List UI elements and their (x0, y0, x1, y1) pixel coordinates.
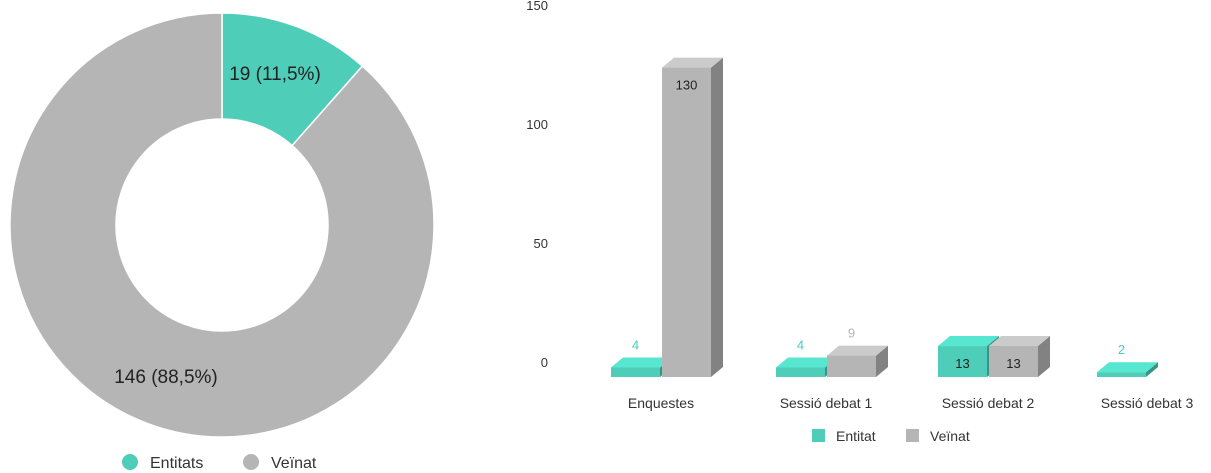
bar-top (662, 57, 723, 68)
bar-top (1097, 362, 1158, 373)
y-tick-label: 100 (526, 117, 548, 132)
bar-value-label: 2 (1118, 342, 1125, 357)
bar-top (611, 357, 672, 368)
bar-side (876, 345, 888, 377)
bar-side (1146, 362, 1158, 377)
bar-top (776, 357, 837, 368)
x-tick-label: Sessió debat 3 (1101, 395, 1194, 411)
bar-value-label: 130 (676, 78, 698, 93)
bar-top (989, 336, 1050, 347)
legend-label: Entitats (150, 455, 203, 472)
bar-top (827, 345, 888, 356)
bar-chart-3d: 0 50 100 150 4 130 Enquestes 4 9 Sessió debat 1 13… (526, 0, 1193, 411)
bar-veïnat (662, 67, 711, 377)
donut-slice-label: 146 (88,5%) (114, 367, 218, 388)
y-tick-label: 150 (526, 0, 548, 13)
bar-side (1038, 336, 1050, 377)
bar-legend: Entitat Veïnat (812, 428, 970, 444)
legend-swatch-veïnat (906, 429, 919, 442)
x-tick-label: Sessió debat 2 (942, 395, 1035, 411)
bar-top (938, 336, 999, 347)
donut-chart: 19 (11,5%) 146 (88,5%) (9, 12, 435, 438)
bar-entitat (611, 367, 660, 377)
legend-swatch-veïnat (243, 454, 259, 470)
bar-value-label: 4 (632, 337, 639, 352)
bar-veïnat (989, 346, 1038, 377)
bar-side (711, 57, 723, 377)
legend-label: Entitat (836, 428, 876, 444)
legend-label: Veïnat (271, 455, 317, 472)
legend-swatch-entitats (122, 454, 138, 470)
bar-entitat (1097, 372, 1146, 377)
x-tick-label: Sessió debat 1 (780, 395, 873, 411)
bar-value-label: 13 (1006, 356, 1020, 371)
bar-entitat (938, 346, 987, 377)
y-tick-label: 0 (541, 355, 548, 370)
bar-value-label: 4 (797, 337, 804, 352)
legend-label: Veïnat (930, 428, 970, 444)
donut-slice-veïnat (9, 12, 435, 438)
x-tick-label: Enquestes (628, 395, 694, 411)
bar-value-label: 9 (848, 326, 855, 341)
bar-veïnat (827, 355, 876, 377)
donut-slice-label: 19 (11,5%) (229, 64, 321, 85)
bar-value-label: 13 (955, 356, 969, 371)
bar-entitat (776, 367, 825, 377)
y-tick-label: 50 (534, 236, 548, 251)
legend-swatch-entitat (812, 429, 825, 442)
donut-legend: Entitats Veïnat (122, 454, 317, 472)
